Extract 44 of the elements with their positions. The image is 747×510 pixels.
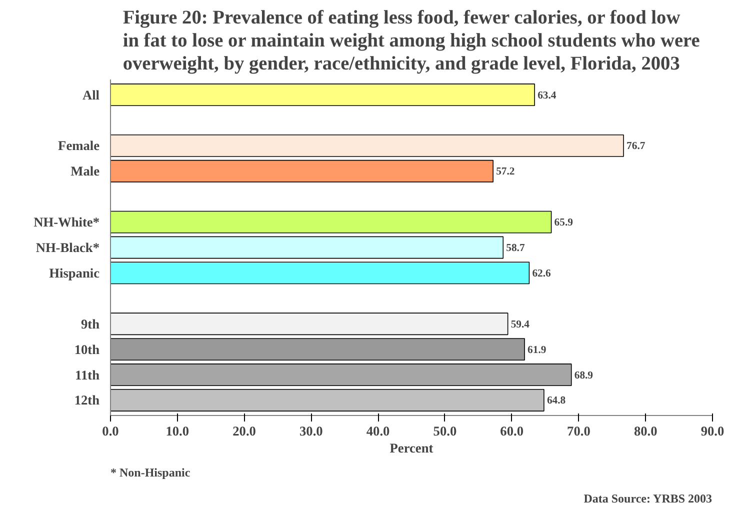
text: * Non-Hispanic bbox=[110, 466, 191, 480]
bar bbox=[110, 389, 544, 412]
data-label: 62.6 bbox=[532, 268, 552, 280]
data-label: 57.2 bbox=[496, 166, 515, 178]
x-tick-label: 20.0 bbox=[232, 424, 256, 438]
source-note: Data Source: YRBS 2003 bbox=[584, 492, 712, 506]
bar bbox=[110, 210, 552, 234]
bar bbox=[110, 364, 572, 386]
data-label: 59.4 bbox=[510, 319, 530, 330]
bar bbox=[110, 160, 494, 182]
data-label: 63.4 bbox=[538, 90, 557, 102]
data-label: 65.9 bbox=[554, 218, 573, 229]
bar bbox=[110, 84, 535, 106]
y-tick-label: 12th bbox=[74, 392, 100, 408]
y-tick-label: NH-White* bbox=[34, 214, 100, 230]
y-tick-label: Hispanic bbox=[49, 265, 100, 280]
bar bbox=[110, 262, 530, 284]
x-tick-label: 60.0 bbox=[500, 424, 524, 438]
x-tick-label: 10.0 bbox=[166, 424, 190, 438]
x-tick-label: 30.0 bbox=[300, 424, 324, 438]
chart-title: Figure 20: Prevalence of eating less food, fewer calories, or food low in fat to lose or maintain weight among high school students who were overweight, by gender, race/ethnicity, and grade level, Florida, 2003 bbox=[122, 7, 700, 74]
bar bbox=[110, 338, 525, 361]
y-tick-label: 9th bbox=[80, 316, 100, 332]
y-tick-label: 10th bbox=[74, 342, 100, 357]
data-label: 76.7 bbox=[626, 141, 646, 152]
x-tick-label: 50.0 bbox=[433, 424, 457, 438]
y-tick-label: Female bbox=[58, 138, 100, 154]
data-label: 58.7 bbox=[506, 243, 526, 254]
bar bbox=[110, 236, 504, 259]
x-tick-label: 0.0 bbox=[102, 424, 120, 438]
x-axis-title: Percent bbox=[390, 440, 434, 456]
y-tick-label: Male bbox=[70, 164, 100, 179]
bar bbox=[110, 312, 508, 336]
x-tick-label: 70.0 bbox=[567, 424, 591, 438]
y-tick-label: 11th bbox=[75, 367, 100, 382]
x-tick-label: 40.0 bbox=[366, 424, 390, 438]
data-label: 61.9 bbox=[528, 344, 546, 356]
data-label: 64.8 bbox=[546, 396, 566, 407]
bar bbox=[110, 134, 624, 157]
x-tick-label: 80.0 bbox=[634, 424, 658, 438]
y-tick-label: NH-Black* bbox=[36, 240, 100, 255]
y-tick-label: All bbox=[82, 87, 100, 102]
data-label: 68.9 bbox=[574, 370, 594, 382]
x-tick-label: 90.0 bbox=[700, 424, 724, 438]
